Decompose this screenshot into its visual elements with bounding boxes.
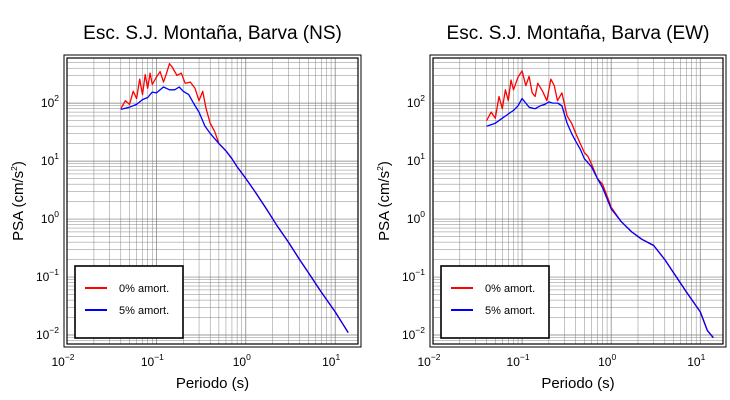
y-tick-label: 10−2 — [36, 325, 59, 342]
y-tick-label: 10−1 — [402, 267, 425, 284]
y-axis-label: PSA (cm/s2) — [9, 161, 27, 241]
y-tick-label: 102 — [407, 93, 425, 110]
series-line-damped — [486, 97, 714, 339]
y-tick-label: 101 — [407, 151, 425, 168]
plot-frame — [432, 57, 724, 345]
plot-frame-outer — [429, 54, 727, 348]
x-tick-label: 100 — [233, 352, 251, 369]
plot-frame — [66, 57, 359, 345]
x-tick-label: 101 — [322, 352, 340, 369]
legend-label: 5% amort. — [485, 305, 535, 317]
legend-box — [74, 265, 184, 339]
legend-label: 5% amort. — [119, 305, 169, 317]
legend: 0% amort. 5% amort. — [74, 265, 184, 339]
legend: 0% amort. 5% amort. — [440, 265, 550, 339]
y-tick-label: 102 — [41, 93, 59, 110]
x-tick-label: 100 — [598, 352, 616, 369]
y-tick-label: 101 — [41, 151, 59, 168]
chart-title: Esc. S.J. Montaña, Barva (NS) — [83, 23, 342, 44]
series-line-damped — [120, 86, 349, 333]
chart-2: 10−2 10−1 100 101 10−2 10−1 100 101 102 Esc. S.J.… — [375, 23, 727, 392]
y-tick-label: 100 — [407, 209, 425, 226]
grid — [432, 57, 723, 345]
y-tick-label: 10−1 — [36, 267, 59, 284]
x-tick-label: 10−2 — [417, 352, 440, 369]
plot-frame-outer — [63, 54, 362, 348]
y-tick-label: 100 — [41, 209, 59, 226]
legend-label: 0% amort. — [119, 283, 169, 295]
y-axis-label: PSA (cm/s2) — [375, 161, 393, 241]
x-tick-label: 10−1 — [141, 352, 164, 369]
x-tick-label: 10−1 — [507, 352, 530, 369]
x-axis-label: Periodo (s) — [176, 375, 249, 392]
x-tick-label: 10−2 — [51, 352, 74, 369]
grid — [66, 57, 358, 345]
legend-label: 0% amort. — [485, 283, 535, 295]
y-tick-label: 10−2 — [402, 325, 425, 342]
x-tick-label: 101 — [687, 352, 705, 369]
x-axis-label: Periodo (s) — [541, 375, 614, 392]
legend-box — [440, 265, 550, 339]
chart-1: 10−2 10−1 100 101 10−2 10−1 100 101 102 Esc. S.J.… — [9, 23, 362, 392]
chart-title: Esc. S.J. Montaña, Barva (EW) — [447, 23, 710, 44]
